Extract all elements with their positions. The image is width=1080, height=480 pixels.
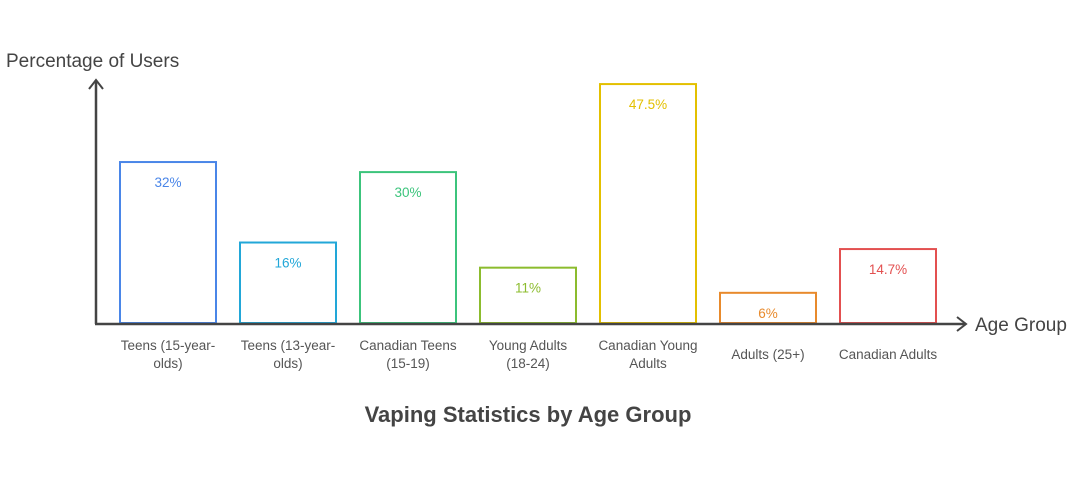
category-label: Canadian Young bbox=[598, 338, 697, 353]
x-axis-arrow-icon bbox=[956, 316, 968, 332]
value-label: 14.7% bbox=[869, 262, 907, 277]
chart-title: Vaping Statistics by Age Group bbox=[365, 402, 692, 427]
bar bbox=[359, 171, 457, 324]
category-label: Teens (13-year- bbox=[241, 338, 336, 353]
category-label: (18-24) bbox=[506, 356, 550, 371]
category-label: (15-19) bbox=[386, 356, 430, 371]
category-label: Adults (25+) bbox=[731, 347, 804, 362]
y-axis-arrow-icon bbox=[88, 78, 104, 90]
value-label: 47.5% bbox=[629, 97, 667, 112]
bar bbox=[119, 161, 217, 324]
y-axis-label: Percentage of Users bbox=[6, 51, 179, 72]
value-label: 30% bbox=[394, 185, 421, 200]
category-label: olds) bbox=[273, 356, 302, 371]
bar bbox=[839, 248, 937, 325]
bar bbox=[599, 83, 697, 324]
value-label: 32% bbox=[154, 175, 181, 190]
category-label: olds) bbox=[153, 356, 182, 371]
value-label: 11% bbox=[515, 281, 541, 296]
x-axis-label: Age Group bbox=[975, 315, 1067, 336]
value-label: 6% bbox=[758, 306, 778, 321]
category-label: Young Adults bbox=[489, 338, 568, 353]
category-label: Teens (15-year- bbox=[121, 338, 216, 353]
category-label: Canadian Teens bbox=[359, 338, 457, 353]
value-label: 16% bbox=[274, 256, 301, 271]
bar bbox=[239, 241, 337, 325]
category-label: Canadian Adults bbox=[839, 347, 938, 362]
bar bbox=[479, 266, 577, 325]
category-label: Adults bbox=[629, 356, 667, 371]
